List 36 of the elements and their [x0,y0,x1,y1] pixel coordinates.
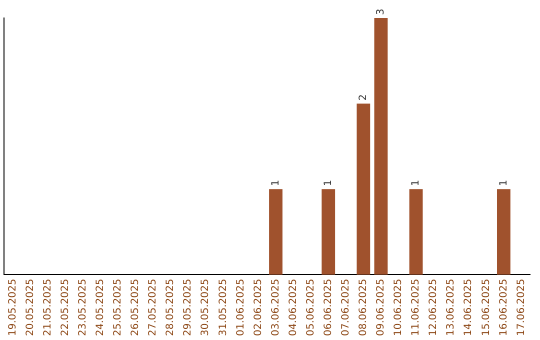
data-label: 3 [376,8,387,15]
x-tick-label: 04.06.2025 [288,278,299,336]
x-tick-label: 01.06.2025 [235,278,246,336]
x-tick-label: 25.05.2025 [112,278,124,336]
x-tick-label: 17.06.2025 [516,278,527,336]
x-tick-label: 07.06.2025 [340,278,352,336]
x-tick-label: 15.06.2025 [480,278,492,336]
data-label: 2 [358,94,370,101]
x-tick-label: 16.06.2025 [498,278,510,336]
x-tick-label: 11.06.2025 [410,278,422,336]
x-tick-label: 26.05.2025 [130,278,142,336]
x-tick-label: 12.06.2025 [428,278,440,336]
x-tick-label: 27.05.2025 [148,278,159,336]
x-tick-label: 02.06.2025 [252,278,264,336]
x-tick-label: 03.06.2025 [270,278,282,336]
x-tick-label: 24.05.2025 [95,278,106,336]
x-tick-label: 09.06.2025 [376,278,387,336]
x-tick-label: 08.06.2025 [358,278,370,336]
x-tick-label: 22.05.2025 [60,278,71,336]
x-tick-label: 19.05.2025 [7,278,18,336]
x-tick-label: 06.06.2025 [322,278,334,336]
x-tick-label: 05.06.2025 [305,278,316,336]
data-label: 1 [410,180,422,186]
x-tick-label: 21.05.2025 [42,278,54,336]
data-label: 1 [270,180,282,186]
x-tick-label: 31.05.2025 [218,278,229,336]
x-tick-label: 13.06.2025 [446,278,457,336]
x-tick-label: 30.05.2025 [200,278,212,336]
x-tick-label: 10.06.2025 [393,278,404,336]
x-tick-label: 28.05.2025 [165,278,176,336]
data-label: 1 [322,180,334,186]
x-tick-label: 20.05.2025 [24,278,36,336]
data-label: 1 [498,180,510,186]
x-tick-label: 14.06.2025 [463,278,474,336]
x-tick-label: 29.05.2025 [182,278,194,336]
x-tick-label: 23.05.2025 [77,278,88,336]
